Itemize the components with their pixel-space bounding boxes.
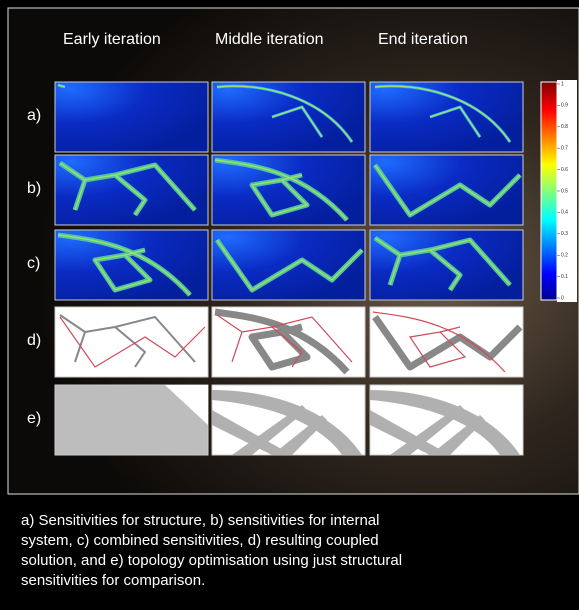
image-cell xyxy=(212,82,365,152)
image-cell xyxy=(370,307,523,377)
image-cell xyxy=(55,82,208,152)
column-header: Early iteration xyxy=(63,31,161,48)
column-header: End iteration xyxy=(378,31,468,48)
row-label: c) xyxy=(27,255,40,272)
colorbar-tick-label: 0.4 xyxy=(561,210,568,216)
sensitivity-map xyxy=(55,82,208,152)
colorbar-tick-label: 0.7 xyxy=(561,146,568,152)
colorbar xyxy=(541,82,557,300)
image-cell xyxy=(212,155,365,225)
colorbar-tick-label: 0.9 xyxy=(561,103,568,109)
colorbar-tick-label: 0.8 xyxy=(561,124,568,130)
colorbar-tick-label: 0.1 xyxy=(561,274,568,280)
image-cell xyxy=(370,385,523,455)
image-cell xyxy=(55,230,208,300)
image-cell xyxy=(55,307,208,377)
image-cell xyxy=(370,155,523,225)
sensitivity-map xyxy=(212,82,365,152)
image-cell xyxy=(212,385,365,455)
image-cell xyxy=(55,155,208,225)
image-cell xyxy=(55,385,208,455)
colorbar-tick-label: 1 xyxy=(561,81,564,87)
image-cell xyxy=(212,307,365,377)
image-cell xyxy=(370,230,523,300)
colorbar-tick-label: 0.5 xyxy=(561,188,568,194)
image-cell xyxy=(370,82,523,152)
caption-line: sensitivities for comparison. xyxy=(21,572,205,589)
caption-line: system, c) combined sensitivities, d) re… xyxy=(21,532,379,549)
figure: Early iteration Middle iteration End itera… xyxy=(0,0,579,605)
image-grid xyxy=(55,82,523,455)
image-cell xyxy=(212,230,365,300)
colorbar-tick-label: 0 xyxy=(561,295,564,301)
caption-line: solution, and e) topology optimisation u… xyxy=(21,552,402,569)
row-label: b) xyxy=(27,180,41,197)
row-label: d) xyxy=(27,332,41,349)
row-label: e) xyxy=(27,410,41,427)
row-label: a) xyxy=(27,107,41,124)
colorbar-tick-label: 0.3 xyxy=(561,231,568,237)
colorbar-tick-label: 0.2 xyxy=(561,253,568,259)
caption-line: a) Sensitivities for structure, b) sensi… xyxy=(21,512,379,529)
colorbar-tick-label: 0.6 xyxy=(561,167,568,173)
column-header: Middle iteration xyxy=(215,31,324,48)
sensitivity-map xyxy=(370,82,523,152)
